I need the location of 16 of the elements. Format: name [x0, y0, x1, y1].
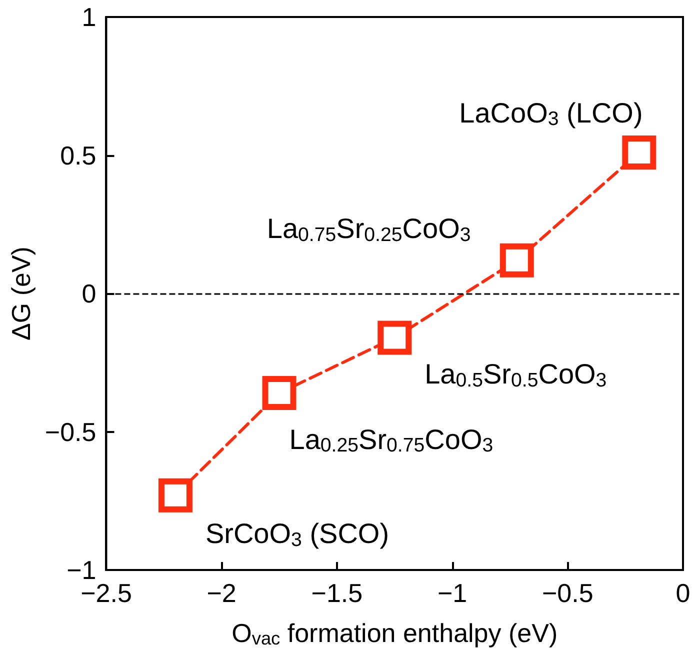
x-tick-label: −0.5	[542, 578, 594, 608]
x-tick-label: −1	[437, 578, 468, 608]
x-tick-label: −2	[206, 578, 236, 608]
y-tick-label: −0.5	[44, 416, 96, 447]
x-tick-label: 0	[676, 578, 690, 608]
y-tick-label: 0	[82, 278, 96, 308]
y-axis-title: ΔG (eV)	[6, 246, 36, 340]
point	[622, 135, 656, 170]
point	[378, 320, 412, 355]
point	[262, 376, 296, 410]
y-tick-label: 0.5	[60, 140, 96, 170]
y-tick-label: 1	[82, 2, 96, 32]
x-axis-title: Ovac formation enthalpy (eV)	[232, 618, 558, 649]
x-tick-label: −1.5	[311, 578, 363, 608]
point	[500, 243, 534, 278]
point	[158, 478, 192, 512]
